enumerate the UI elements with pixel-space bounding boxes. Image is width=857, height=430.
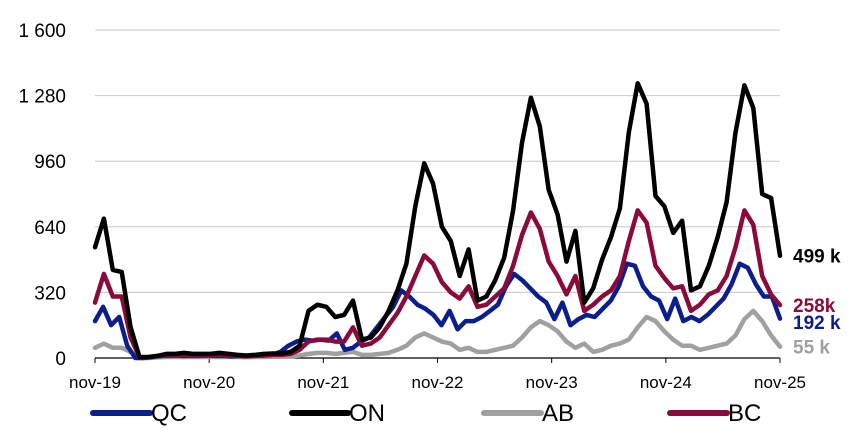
legend-item-qc: QC bbox=[90, 400, 187, 427]
x-tick-label: nov-20 bbox=[183, 373, 235, 392]
legend-item-on: ON bbox=[289, 400, 385, 427]
x-tick-label: nov-23 bbox=[526, 373, 578, 392]
y-tick-label: 1 600 bbox=[18, 21, 66, 42]
legend-label-ab: AB bbox=[542, 400, 574, 427]
end-label-qc: 192 k bbox=[793, 313, 841, 334]
end-label-ab: 55 k bbox=[793, 338, 830, 359]
y-tick-label: 1 280 bbox=[18, 87, 66, 108]
series-line-on bbox=[92, 81, 783, 360]
end-label-bc: 258k bbox=[793, 296, 836, 317]
series-line-bc bbox=[92, 208, 783, 360]
x-tick-label: nov-24 bbox=[640, 373, 692, 392]
x-axis-ticks: nov-19 nov-20 nov-21 nov-22 nov-23 nov-24 nov-… bbox=[69, 358, 806, 392]
legend-label-bc: BC bbox=[728, 400, 761, 427]
x-tick-label: nov-21 bbox=[297, 373, 349, 392]
gridlines bbox=[95, 29, 780, 293]
y-tick-label: 320 bbox=[34, 283, 66, 304]
y-axis-ticks: 0 320 640 960 1 280 1 600 bbox=[18, 21, 66, 370]
series-lines bbox=[92, 81, 783, 361]
x-tick-label: nov-22 bbox=[412, 373, 464, 392]
x-tick-label: nov-25 bbox=[754, 373, 806, 392]
y-tick-label: 960 bbox=[34, 152, 66, 173]
x-tick-label: nov-19 bbox=[69, 373, 121, 392]
legend-item-ab: AB bbox=[481, 400, 574, 427]
legend-item-bc: BC bbox=[667, 400, 761, 427]
legend-label-on: ON bbox=[349, 400, 385, 427]
legend-label-qc: QC bbox=[151, 400, 187, 427]
legend: QC ON AB BC bbox=[90, 400, 761, 427]
y-tick-label: 640 bbox=[34, 218, 66, 239]
y-tick-label: 0 bbox=[55, 349, 66, 370]
end-label-on: 499 k bbox=[793, 247, 841, 268]
